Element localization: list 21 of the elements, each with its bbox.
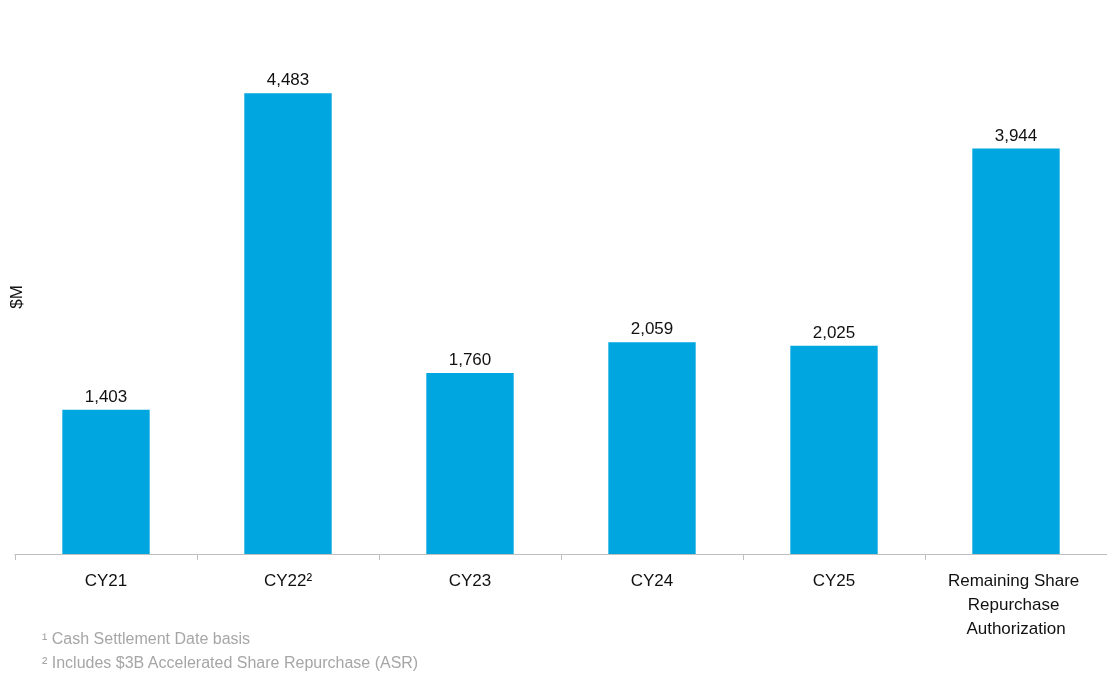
- x-tick-label: Remaining Share Repurchase Authorization: [947, 570, 1085, 638]
- text: ² Includes $3B Accelerated Share Repurchase (ASR): [42, 653, 419, 671]
- data-label: 1,403: [84, 386, 128, 406]
- bar: [426, 373, 514, 554]
- bar: [790, 345, 878, 554]
- y-axis-title: $M: [7, 285, 26, 309]
- bar: [608, 342, 696, 554]
- data-label: 1,760: [448, 350, 492, 370]
- x-tick-label: CY24: [630, 570, 674, 590]
- data-label: 2,059: [630, 319, 674, 339]
- text: ¹ Cash Settlement Date basis: [42, 629, 251, 647]
- bar: [244, 93, 332, 554]
- bar: [972, 148, 1060, 554]
- bar: [62, 409, 150, 554]
- x-tick-label: CY22²: [263, 570, 313, 590]
- x-tick-label: CY23: [448, 570, 492, 590]
- data-label: 2,025: [812, 322, 856, 342]
- x-tick-label: CY21: [84, 570, 128, 590]
- data-label: 3,944: [994, 125, 1038, 145]
- data-label: 4,483: [266, 70, 310, 90]
- x-tick-label: CY25: [812, 570, 856, 590]
